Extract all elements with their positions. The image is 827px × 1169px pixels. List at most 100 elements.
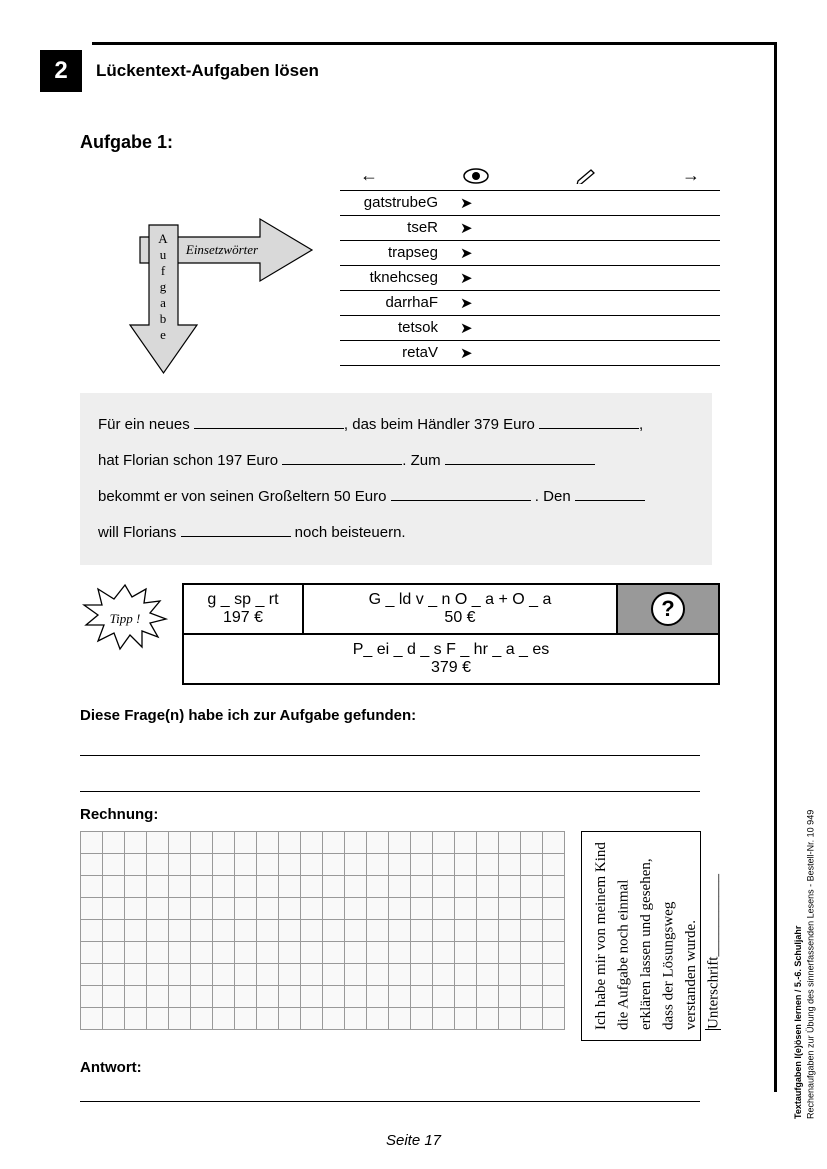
grid-cell[interactable] [125, 986, 147, 1008]
grid-cell[interactable] [367, 986, 389, 1008]
grid-cell[interactable] [543, 854, 565, 876]
grid-cell[interactable] [147, 964, 169, 986]
grid-cell[interactable] [499, 986, 521, 1008]
grid-cell[interactable] [191, 942, 213, 964]
grid-cell[interactable] [235, 986, 257, 1008]
grid-cell[interactable] [433, 832, 455, 854]
grid-cell[interactable] [521, 832, 543, 854]
grid-cell[interactable] [499, 920, 521, 942]
grid-cell[interactable] [389, 920, 411, 942]
grid-cell[interactable] [411, 876, 433, 898]
grid-cell[interactable] [543, 942, 565, 964]
grid-cell[interactable] [301, 876, 323, 898]
grid-cell[interactable] [323, 942, 345, 964]
grid-cell[interactable] [125, 876, 147, 898]
grid-cell[interactable] [389, 1008, 411, 1030]
grid-cell[interactable] [147, 920, 169, 942]
grid-cell[interactable] [213, 832, 235, 854]
grid-cell[interactable] [367, 832, 389, 854]
grid-cell[interactable] [257, 942, 279, 964]
grid-cell[interactable] [235, 898, 257, 920]
grid-cell[interactable] [323, 832, 345, 854]
grid-cell[interactable] [499, 898, 521, 920]
grid-cell[interactable] [433, 986, 455, 1008]
grid-cell[interactable] [169, 832, 191, 854]
grid-cell[interactable] [147, 832, 169, 854]
grid-cell[interactable] [455, 1008, 477, 1030]
grid-cell[interactable] [301, 964, 323, 986]
grid-cell[interactable] [279, 942, 301, 964]
grid-cell[interactable] [345, 920, 367, 942]
grid-cell[interactable] [301, 854, 323, 876]
grid-cell[interactable] [389, 898, 411, 920]
grid-cell[interactable] [81, 1008, 103, 1030]
grid-cell[interactable] [411, 942, 433, 964]
grid-cell[interactable] [521, 1008, 543, 1030]
grid-cell[interactable] [213, 964, 235, 986]
grid-cell[interactable] [191, 854, 213, 876]
grid-cell[interactable] [389, 964, 411, 986]
grid-cell[interactable] [103, 854, 125, 876]
grid-cell[interactable] [103, 876, 125, 898]
grid-cell[interactable] [477, 854, 499, 876]
grid-cell[interactable] [543, 898, 565, 920]
grid-cell[interactable] [521, 876, 543, 898]
grid-cell[interactable] [543, 876, 565, 898]
grid-cell[interactable] [323, 964, 345, 986]
grid-cell[interactable] [169, 920, 191, 942]
grid-cell[interactable] [147, 876, 169, 898]
grid-cell[interactable] [279, 854, 301, 876]
grid-cell[interactable] [191, 898, 213, 920]
grid-cell[interactable] [455, 876, 477, 898]
grid-cell[interactable] [345, 986, 367, 1008]
grid-cell[interactable] [103, 898, 125, 920]
answer-line[interactable] [80, 1076, 700, 1102]
grid-cell[interactable] [433, 942, 455, 964]
grid-cell[interactable] [191, 832, 213, 854]
grid-cell[interactable] [367, 942, 389, 964]
grid-cell[interactable] [103, 1008, 125, 1030]
grid-cell[interactable] [81, 854, 103, 876]
grid-cell[interactable] [455, 986, 477, 1008]
grid-cell[interactable] [477, 964, 499, 986]
grid-cell[interactable] [81, 898, 103, 920]
grid-cell[interactable] [345, 964, 367, 986]
grid-cell[interactable] [103, 942, 125, 964]
grid-cell[interactable] [323, 876, 345, 898]
grid-cell[interactable] [521, 898, 543, 920]
grid-cell[interactable] [433, 854, 455, 876]
grid-cell[interactable] [147, 898, 169, 920]
grid-cell[interactable] [477, 1008, 499, 1030]
grid-cell[interactable] [213, 942, 235, 964]
grid-cell[interactable] [323, 1008, 345, 1030]
grid-cell[interactable] [389, 854, 411, 876]
grid-cell[interactable] [345, 898, 367, 920]
grid-cell[interactable] [169, 964, 191, 986]
blank[interactable] [391, 487, 531, 501]
grid-cell[interactable] [125, 898, 147, 920]
grid-cell[interactable] [257, 854, 279, 876]
grid-cell[interactable] [345, 942, 367, 964]
grid-cell[interactable] [455, 854, 477, 876]
grid-cell[interactable] [301, 986, 323, 1008]
answer-line[interactable] [80, 766, 700, 792]
grid-cell[interactable] [125, 964, 147, 986]
grid-cell[interactable] [521, 986, 543, 1008]
grid-cell[interactable] [147, 854, 169, 876]
grid-cell[interactable] [477, 832, 499, 854]
grid-cell[interactable] [279, 876, 301, 898]
grid-cell[interactable] [235, 942, 257, 964]
grid-cell[interactable] [103, 832, 125, 854]
grid-cell[interactable] [169, 898, 191, 920]
grid-cell[interactable] [389, 986, 411, 1008]
grid-cell[interactable] [213, 1008, 235, 1030]
grid-cell[interactable] [477, 920, 499, 942]
grid-cell[interactable] [345, 832, 367, 854]
grid-cell[interactable] [257, 832, 279, 854]
grid-cell[interactable] [543, 986, 565, 1008]
grid-cell[interactable] [279, 832, 301, 854]
grid-cell[interactable] [125, 920, 147, 942]
grid-cell[interactable] [411, 986, 433, 1008]
grid-cell[interactable] [411, 964, 433, 986]
grid-cell[interactable] [147, 986, 169, 1008]
